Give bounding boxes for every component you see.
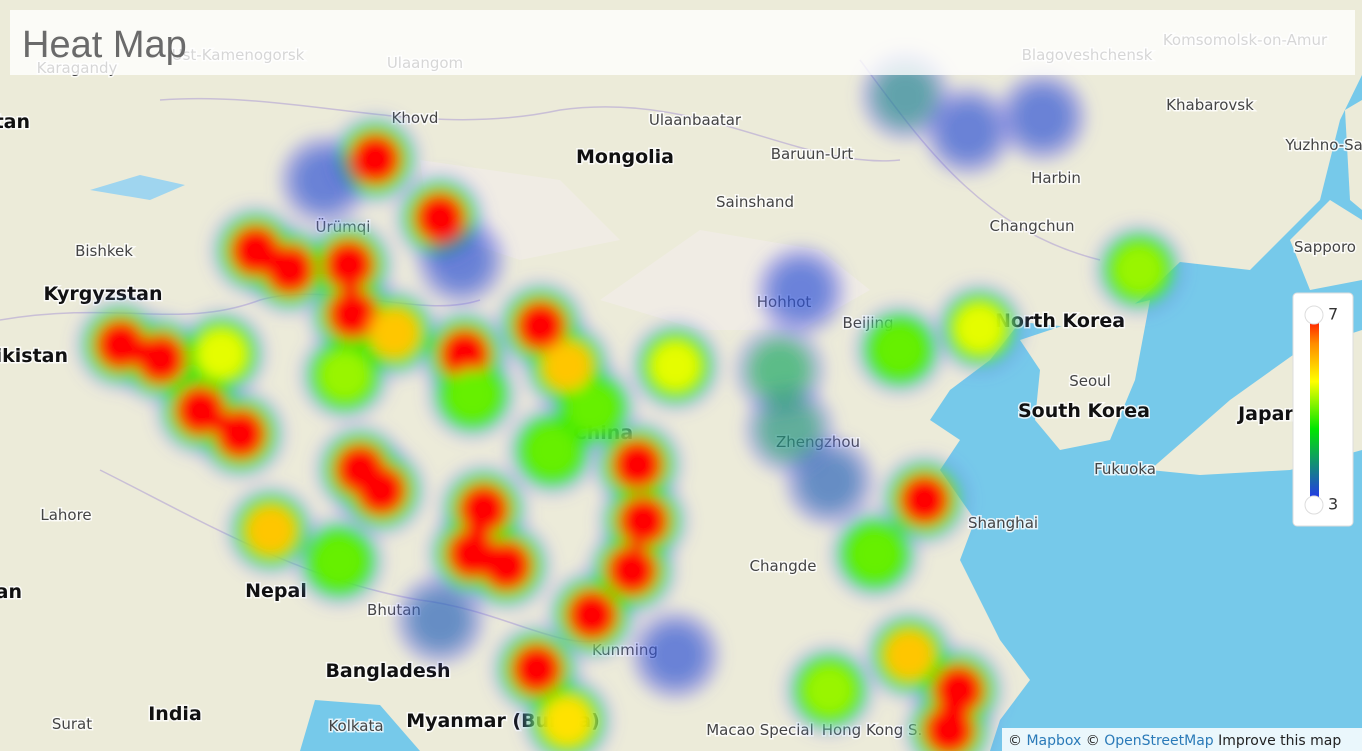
attribution-text: © Mapbox © OpenStreetMap Improve this ma…	[1008, 733, 1341, 749]
heat-point	[439, 329, 490, 380]
heat-point	[323, 239, 374, 290]
heat-point	[1114, 244, 1165, 295]
sea	[930, 75, 1362, 751]
legend: 7 3	[1292, 292, 1354, 527]
legend-min-handle	[1304, 495, 1324, 515]
heat-point	[612, 439, 663, 490]
heat-point	[542, 695, 593, 746]
city-label: Khabarovsk	[1166, 96, 1254, 114]
legend-box	[1292, 292, 1354, 527]
heat-point	[775, 265, 826, 316]
city-label: Sainshand	[716, 193, 794, 211]
bay-of-bengal	[300, 700, 420, 751]
heat-point	[414, 594, 465, 645]
heat-point	[933, 665, 984, 716]
country-label: India	[148, 703, 202, 725]
heat-point	[527, 425, 577, 476]
heat-point	[566, 590, 617, 641]
sakhalin	[1345, 100, 1362, 210]
attribution: © Mapbox © OpenStreetMap Improve this ma…	[1002, 728, 1362, 751]
heat-point	[511, 644, 562, 695]
city-label: Ulaanbaatar	[649, 111, 742, 129]
heat-point	[650, 630, 701, 680]
legend-gradient	[1310, 315, 1319, 505]
osm-link[interactable]: OpenStreetMap	[1104, 733, 1214, 749]
city-label: Sapporo	[1294, 238, 1356, 256]
heat-point	[196, 329, 247, 380]
heat-point	[327, 289, 378, 340]
heat-point	[447, 369, 498, 420]
city-label: Surat	[52, 715, 92, 733]
heat-point	[542, 340, 593, 391]
country-label: Kazakhstan	[0, 111, 30, 133]
heat-point	[606, 545, 657, 596]
legend-max-label: 7	[1328, 305, 1338, 324]
heat-point	[899, 474, 950, 525]
improve-link[interactable]: Improve this map	[1218, 733, 1341, 749]
country-label: Japan	[1236, 403, 1298, 425]
heat-point	[299, 155, 349, 206]
mapbox-link[interactable]: Mapbox	[1026, 733, 1081, 749]
heat-point	[650, 340, 701, 391]
city-label: Harbin	[1031, 169, 1081, 187]
attribution-bg	[1002, 728, 1362, 751]
heat-point	[618, 496, 669, 547]
heat-point	[481, 540, 532, 591]
city-label: Changchun	[990, 217, 1075, 235]
heat-point	[458, 484, 509, 535]
city-label: Baruun-Urt	[771, 145, 854, 163]
korea	[1020, 300, 1150, 450]
heat-point	[764, 404, 815, 455]
heat-point	[755, 345, 805, 396]
heat-point	[954, 303, 1005, 354]
legend-min-label: 3	[1328, 495, 1338, 514]
heat-point	[95, 319, 146, 370]
heat-point	[369, 308, 420, 359]
heat-point	[850, 528, 900, 579]
city-label: Shanghai	[968, 514, 1038, 532]
heat-point	[245, 505, 296, 556]
heat-point	[566, 383, 617, 434]
city-label: Changde	[750, 557, 817, 575]
heat-point	[880, 70, 931, 121]
heat-point	[884, 630, 935, 680]
city-label: Lahore	[40, 506, 91, 524]
country-label: Kyrgyzstan	[43, 283, 162, 305]
title-bar	[10, 10, 1355, 75]
country-label: Pakistan	[0, 581, 22, 603]
heat-point	[435, 235, 486, 286]
heat-point	[924, 705, 975, 751]
city-label: Yuzhno-Sakhalinsk	[1284, 136, 1362, 154]
heat-point	[215, 409, 266, 460]
heat-core-layer	[95, 70, 1165, 751]
city-label: Bishkek	[75, 242, 133, 260]
heat-point	[314, 536, 365, 586]
legend-max-handle	[1304, 305, 1324, 325]
city-label: Seoul	[1069, 372, 1111, 390]
heat-point	[135, 333, 186, 384]
heat-point	[350, 134, 401, 185]
heat-point	[414, 192, 465, 243]
title: Heat Map	[22, 24, 187, 66]
city-label: Kolkata	[328, 717, 383, 735]
heat-point	[264, 244, 315, 295]
country-label: South Korea	[1018, 400, 1150, 422]
heat-point	[804, 665, 855, 716]
heat-point	[1017, 91, 1068, 142]
heat-point	[335, 444, 386, 495]
country-label: Nepal	[245, 580, 307, 602]
heat-point	[804, 456, 855, 507]
heat-point	[874, 324, 925, 375]
heat-point	[175, 385, 226, 436]
city-label: Fukuoka	[1094, 460, 1156, 478]
country-label: Mongolia	[576, 146, 674, 168]
lake	[90, 175, 185, 200]
heat-point	[515, 301, 566, 351]
heat-point	[319, 350, 370, 401]
heat-point	[943, 105, 994, 156]
city-label: Macao Special	[706, 721, 814, 739]
country-label: Tajikistan	[0, 345, 68, 367]
